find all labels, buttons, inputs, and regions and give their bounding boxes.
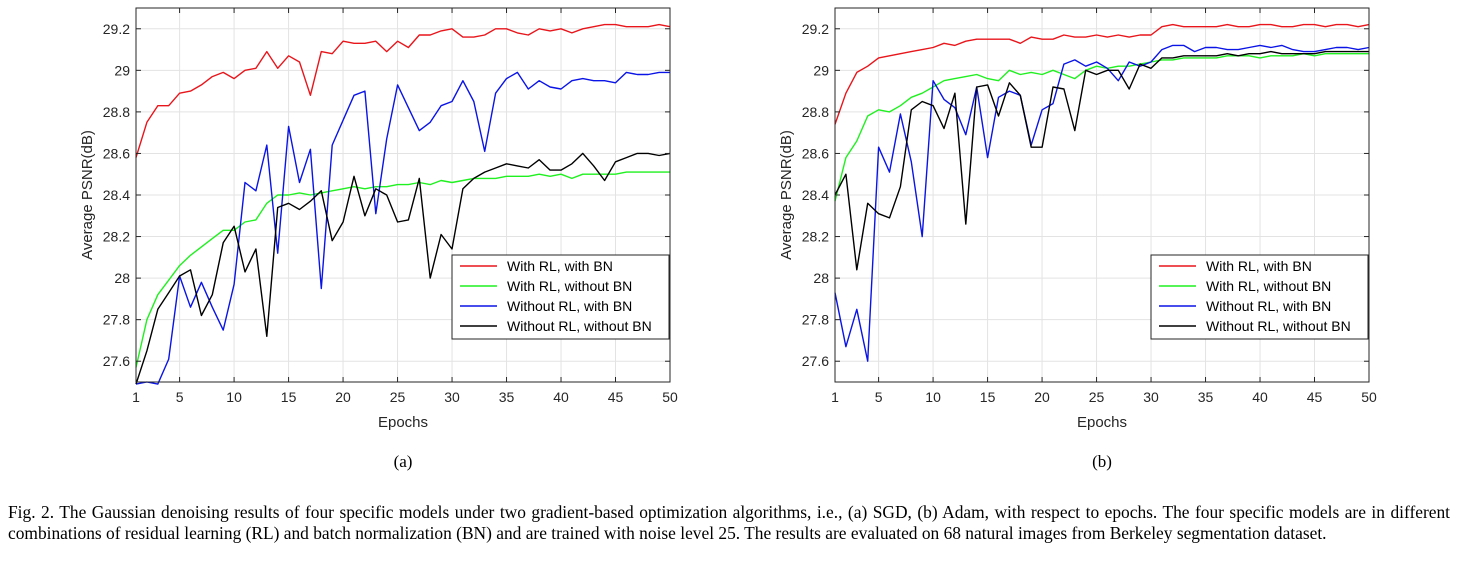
x-tick-label: 10 [925,389,941,405]
panel-subtitle: (b) [1092,452,1112,471]
x-axis-label: Epochs [1077,414,1127,431]
legend: With RL, with BN With RL, without BN Witho… [451,254,670,340]
figure: 1 5 10 15 20 25 30 35 40 45 5027.627.82828.228.428… [79,7,1377,471]
series-line-without-rl-without-bn [834,50,1369,271]
x-tick-label: 30 [1143,389,1159,405]
y-tick-label: 27.8 [103,312,130,328]
x-tick-label: 25 [390,389,406,405]
y-axis-label: Average PSNR(dB) [778,130,795,260]
series-line-with-rl-with-bn [135,23,671,158]
x-tick-label: 35 [1198,389,1214,405]
x-tick-label: 5 [176,389,184,405]
series-line-with-rl-with-bn [834,23,1370,125]
series-group [834,23,1370,362]
x-tick-label: 35 [499,389,515,405]
x-tick-label: 20 [335,389,351,405]
x-tick-label: 15 [980,389,996,405]
x-tick-label: 1 [132,389,140,405]
y-tick-label: 28.6 [103,145,130,161]
y-tick-label: 28.8 [802,104,829,120]
x-tick-label: 40 [553,389,569,405]
ticks: 1 5 10 15 20 25 30 35 40 45 5027.627.82828.228.428… [103,8,678,405]
series-line-without-rl-without-bn [135,152,671,385]
y-tick-label: 27.6 [103,353,130,369]
y-tick-label: 29.2 [802,21,829,37]
series-group [135,23,671,385]
y-tick-label: 27.6 [802,353,829,369]
legend-label-without-rl-without-bn: Without RL, without BN [507,318,652,334]
legend-label-with-rl-without-bn: With RL, without BN [507,278,632,294]
series-line-without-rl-with-bn [135,71,670,385]
x-axis-label: Epochs [378,414,428,431]
series-line-without-rl-with-bn [834,44,1370,362]
y-tick-label: 28.2 [802,229,829,245]
y-tick-label: 29.2 [103,21,130,37]
legend-box [1150,254,1369,340]
y-tick-label: 29 [813,62,829,78]
y-tick-label: 28 [813,270,829,286]
y-tick-label: 28.4 [802,187,829,203]
y-tick-label: 28.6 [802,145,829,161]
x-tick-label: 1 [831,389,839,405]
y-tick-label: 27.8 [802,312,829,328]
legend-label-with-rl-without-bn: With RL, without BN [1206,278,1331,294]
x-tick-label: 50 [1361,389,1377,405]
y-tick-label: 28.4 [103,187,130,203]
chart-panel-a: 1 5 10 15 20 25 30 35 40 45 5027.627.82828.228.428… [79,7,678,471]
legend-label-with-rl-with-bn: With RL, with BN [1206,258,1312,274]
legend: With RL, with BN With RL, without BN Witho… [1150,254,1369,340]
panel-subtitle: (a) [394,452,413,471]
x-tick-label: 10 [226,389,242,405]
y-tick-label: 28.2 [103,229,130,245]
x-tick-label: 20 [1034,389,1050,405]
legend-label-without-rl-with-bn: Without RL, with BN [1206,298,1331,314]
series-line-with-rl-without-bn [135,171,670,368]
y-axis-label: Average PSNR(dB) [79,130,96,260]
ticks: 1 5 10 15 20 25 30 35 40 45 5027.627.82828.228.428… [802,8,1377,405]
figure-caption: Fig. 2. The Gaussian denoising results o… [8,502,1450,543]
y-tick-label: 29 [114,62,130,78]
y-tick-label: 28.8 [103,104,130,120]
x-tick-label: 50 [662,389,678,405]
series-line-with-rl-without-bn [834,53,1369,202]
chart-panel-b: 1 5 10 15 20 25 30 35 40 45 5027.627.82828.228.428… [778,7,1377,471]
x-tick-label: 25 [1089,389,1105,405]
x-tick-label: 45 [1307,389,1323,405]
x-tick-label: 15 [281,389,297,405]
legend-label-without-rl-without-bn: Without RL, without BN [1206,318,1351,334]
x-tick-label: 5 [875,389,883,405]
x-tick-label: 45 [608,389,624,405]
y-tick-label: 28 [114,270,130,286]
legend-label-with-rl-with-bn: With RL, with BN [507,258,613,274]
legend-box [451,254,670,340]
x-tick-label: 40 [1252,389,1268,405]
x-tick-label: 30 [444,389,460,405]
legend-label-without-rl-with-bn: Without RL, with BN [507,298,632,314]
